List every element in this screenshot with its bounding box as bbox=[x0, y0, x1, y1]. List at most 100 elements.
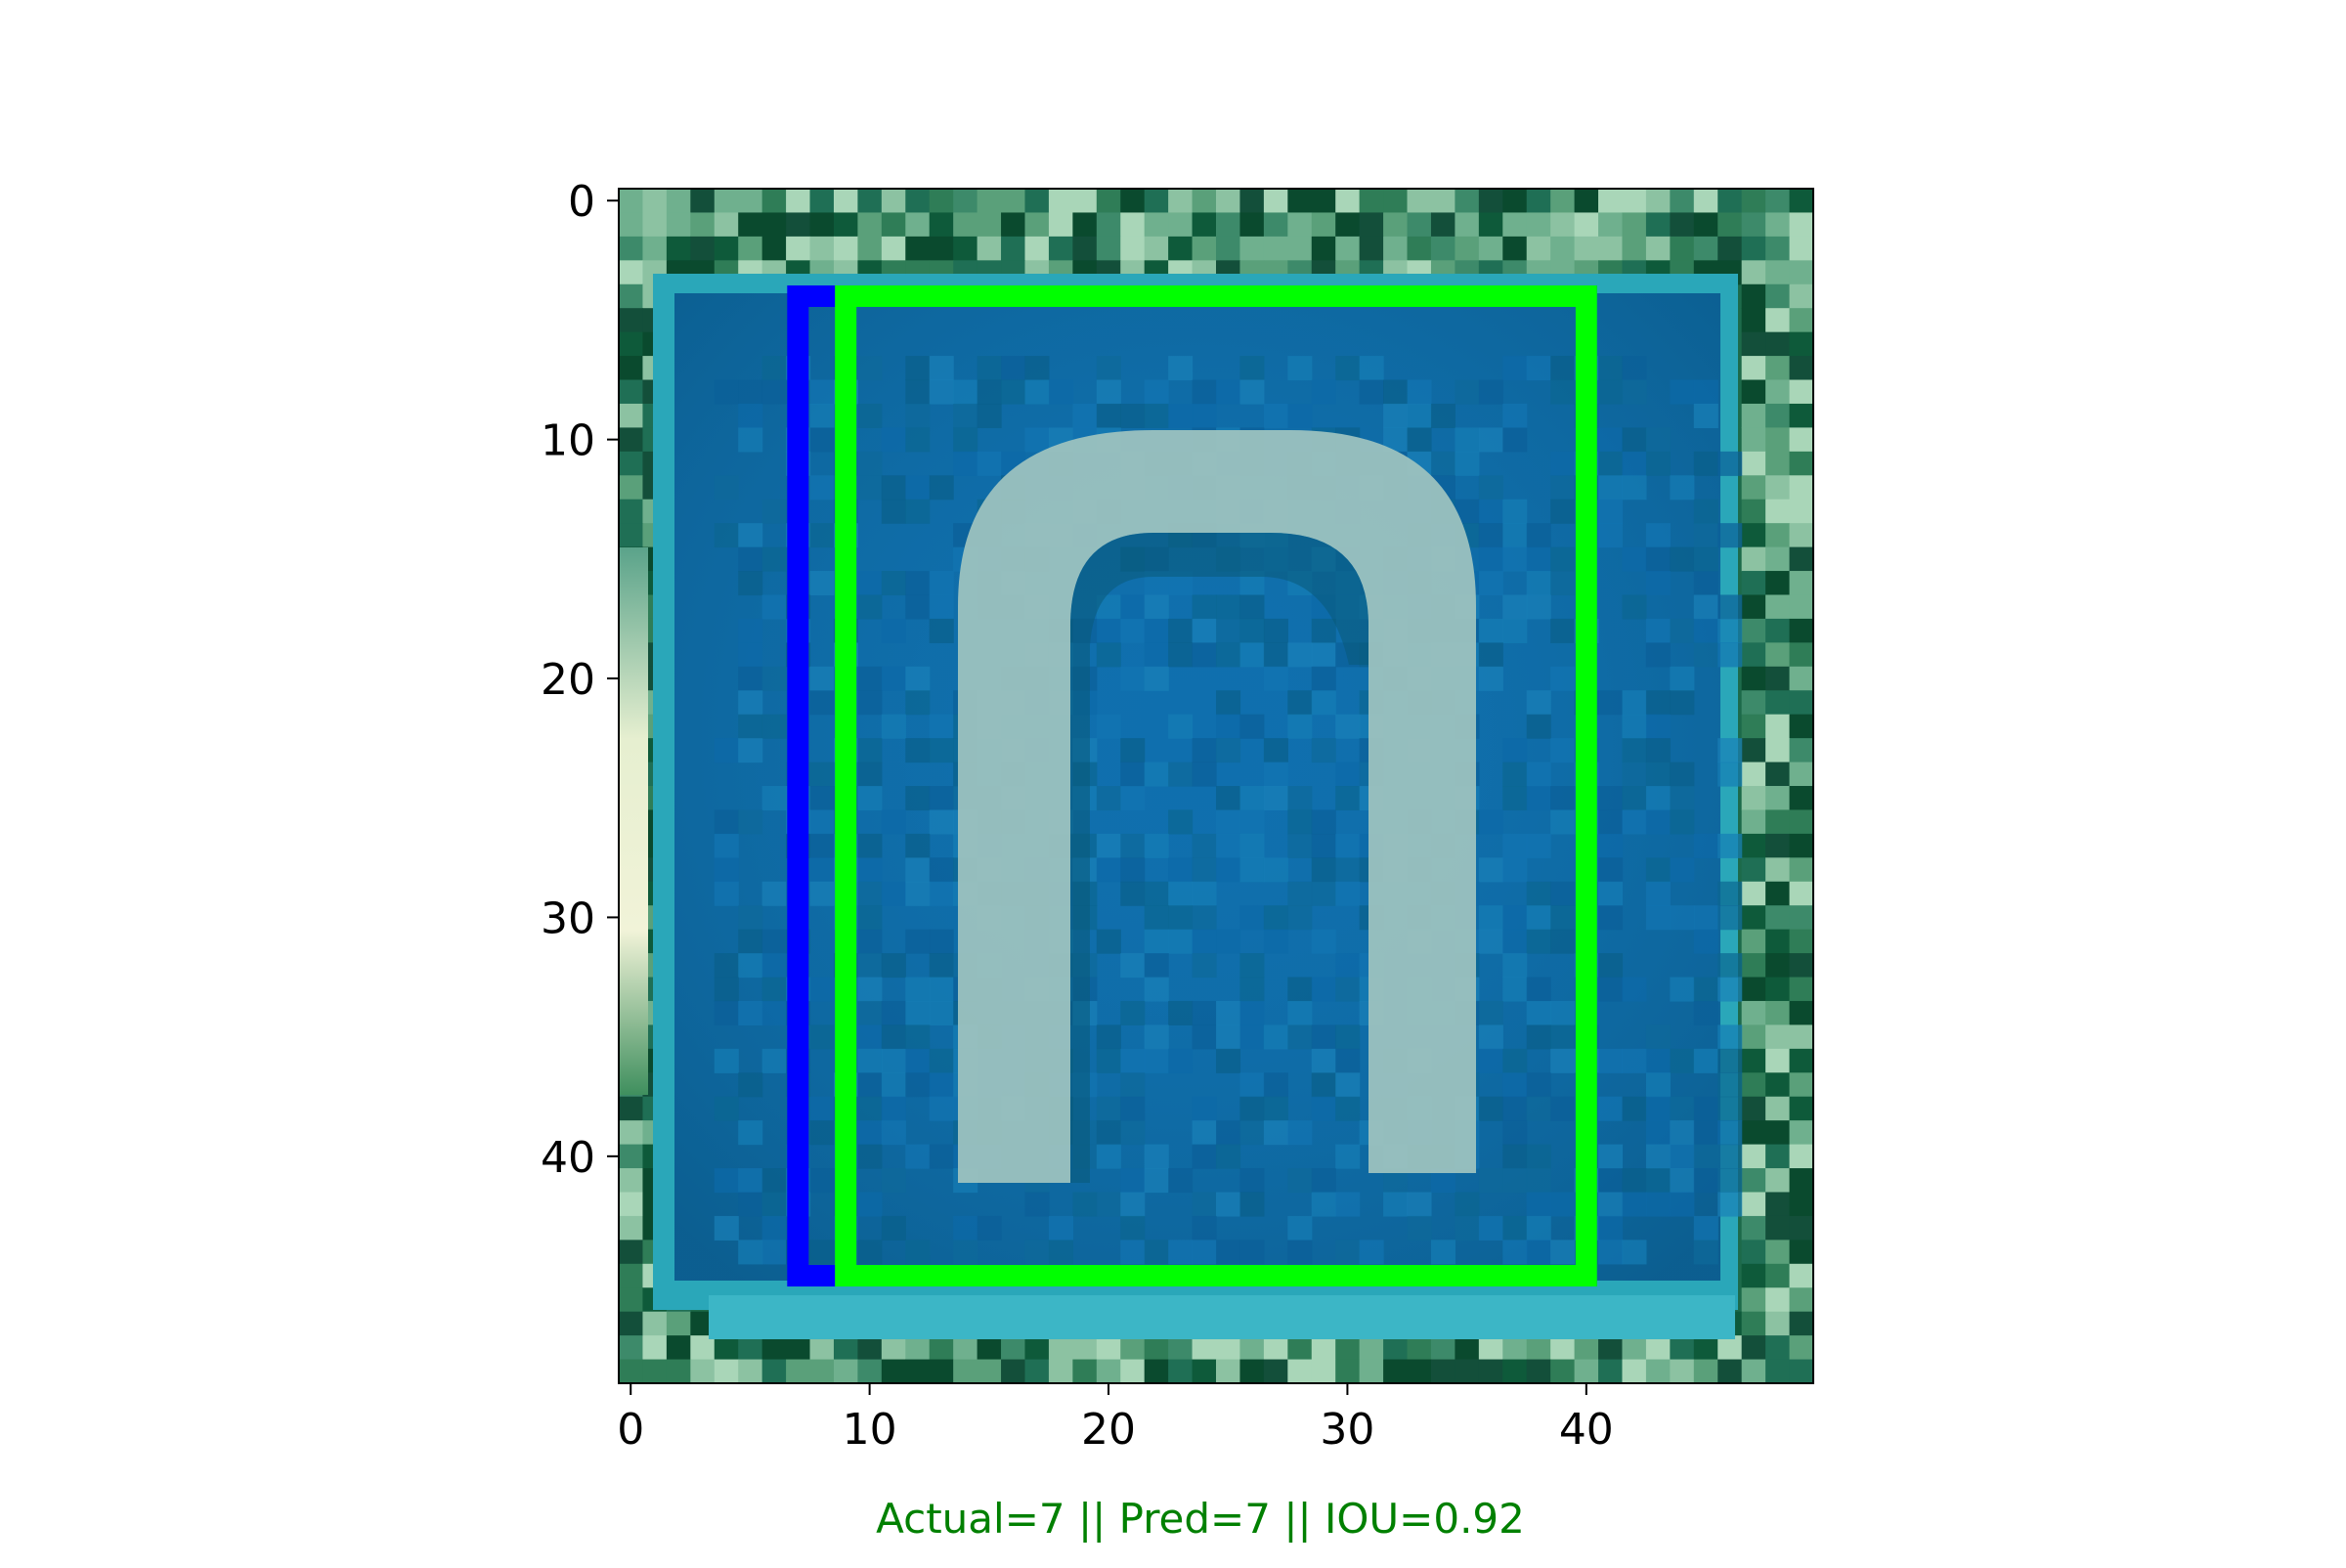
sign-pixel bbox=[1383, 403, 1409, 428]
sign-pixel bbox=[1335, 356, 1361, 381]
sign-pixel bbox=[1216, 1240, 1241, 1265]
sign-pixel bbox=[857, 953, 883, 979]
sign-pixel bbox=[1216, 642, 1241, 668]
foliage-pixel bbox=[1717, 189, 1743, 214]
sign-pixel bbox=[1622, 809, 1647, 835]
sign-pixel bbox=[857, 1024, 883, 1050]
sign-pixel bbox=[1144, 403, 1169, 428]
sign-pixel bbox=[1311, 1192, 1336, 1217]
left-edge-glare bbox=[619, 547, 648, 1095]
sign-pixel bbox=[1526, 1000, 1551, 1025]
sign-pixel bbox=[1526, 546, 1551, 572]
sign-pixel bbox=[809, 379, 835, 405]
sign-pixel bbox=[1526, 1144, 1551, 1169]
sign-pixel bbox=[1239, 1120, 1265, 1146]
sign-pixel bbox=[1502, 762, 1528, 787]
sign-pixel bbox=[1311, 1048, 1336, 1073]
foliage-pixel bbox=[1789, 1215, 1813, 1241]
sign-pixel bbox=[1072, 403, 1098, 428]
sign-pixel bbox=[1478, 1215, 1503, 1241]
sign-pixel bbox=[905, 379, 931, 405]
foliage-pixel bbox=[1789, 714, 1813, 739]
sign-pixel bbox=[1239, 809, 1265, 835]
sign-pixel bbox=[809, 881, 835, 906]
sign-pixel bbox=[1502, 1144, 1528, 1169]
foliage-pixel bbox=[1789, 189, 1813, 214]
sign-pixel bbox=[1598, 786, 1624, 811]
foliage-pixel bbox=[690, 189, 716, 214]
sign-pixel bbox=[905, 475, 931, 501]
sign-pixel bbox=[809, 523, 835, 548]
foliage-pixel bbox=[1765, 762, 1791, 787]
sign-pixel bbox=[905, 1048, 931, 1073]
foliage-pixel bbox=[666, 236, 691, 261]
foliage-pixel bbox=[1024, 1335, 1050, 1361]
sign-pixel bbox=[1717, 1048, 1743, 1073]
sign-pixel bbox=[1335, 857, 1361, 883]
foliage-pixel bbox=[1096, 212, 1121, 238]
sign-pixel bbox=[953, 403, 978, 428]
sign-pixel bbox=[857, 1072, 883, 1098]
foliage-pixel bbox=[1765, 356, 1791, 381]
foliage-pixel bbox=[1765, 594, 1791, 620]
sign-pixel bbox=[929, 714, 954, 739]
digit-glyph bbox=[958, 430, 1476, 1183]
sign-pixel bbox=[1478, 546, 1503, 572]
sign-pixel bbox=[857, 905, 883, 931]
sign-pixel bbox=[1693, 929, 1718, 954]
sign-pixel bbox=[1455, 1215, 1480, 1241]
sign-pixel bbox=[761, 1240, 787, 1265]
sign-pixel bbox=[1407, 1215, 1432, 1241]
sign-pixel bbox=[1598, 1144, 1624, 1169]
sign-pixel bbox=[1502, 1096, 1528, 1121]
sign-pixel bbox=[1550, 1024, 1576, 1050]
sign-pixel bbox=[1096, 1120, 1121, 1146]
sign-pixel bbox=[881, 714, 906, 739]
sign-pixel bbox=[1455, 427, 1480, 453]
sign-pixel bbox=[977, 451, 1002, 476]
sign-pixel bbox=[1024, 427, 1050, 453]
sign-pixel bbox=[714, 379, 739, 405]
sign-pixel bbox=[1717, 1096, 1743, 1121]
sign-pixel bbox=[929, 977, 954, 1002]
sign-pixel bbox=[881, 427, 906, 453]
sign-pixel bbox=[929, 857, 954, 883]
foliage-pixel bbox=[1239, 189, 1265, 214]
sign-pixel bbox=[1263, 762, 1288, 787]
sign-pixel bbox=[1622, 379, 1647, 405]
sign-pixel bbox=[738, 666, 763, 691]
foliage-pixel bbox=[1741, 212, 1766, 238]
sign-pixel bbox=[1598, 356, 1624, 381]
foliage-pixel bbox=[1670, 212, 1695, 238]
sign-pixel bbox=[761, 499, 787, 524]
sign-pixel bbox=[1598, 1240, 1624, 1265]
sign-pixel bbox=[1502, 738, 1528, 763]
sign-pixel bbox=[1311, 881, 1336, 906]
foliage-pixel bbox=[1765, 929, 1791, 954]
sign-pixel bbox=[1168, 809, 1194, 835]
sign-pixel bbox=[1168, 618, 1194, 643]
sign-pixel bbox=[1192, 738, 1217, 763]
sign-pixel bbox=[1502, 523, 1528, 548]
foliage-pixel bbox=[1765, 546, 1791, 572]
sign-pixel bbox=[1168, 356, 1194, 381]
foliage-pixel bbox=[1430, 1359, 1455, 1383]
foliage-pixel bbox=[929, 189, 954, 214]
sign-pixel bbox=[1526, 1192, 1551, 1217]
sign-pixel bbox=[761, 1048, 787, 1073]
sign-pixel bbox=[1645, 857, 1671, 883]
sign-pixel bbox=[1670, 977, 1695, 1002]
sign-pixel bbox=[714, 857, 739, 883]
sign-pixel bbox=[857, 1120, 883, 1146]
sign-pixel bbox=[857, 881, 883, 906]
foliage-pixel bbox=[1765, 1287, 1791, 1313]
y-tick-label: 30 bbox=[541, 893, 595, 943]
sign-pixel bbox=[1024, 379, 1050, 405]
foliage-pixel bbox=[1765, 1192, 1791, 1217]
sign-pixel bbox=[905, 356, 931, 381]
sign-pixel bbox=[1717, 881, 1743, 906]
sign-pixel bbox=[1335, 881, 1361, 906]
sign-pixel bbox=[1622, 786, 1647, 811]
sign-pixel bbox=[1144, 1048, 1169, 1073]
foliage-pixel bbox=[881, 236, 906, 261]
